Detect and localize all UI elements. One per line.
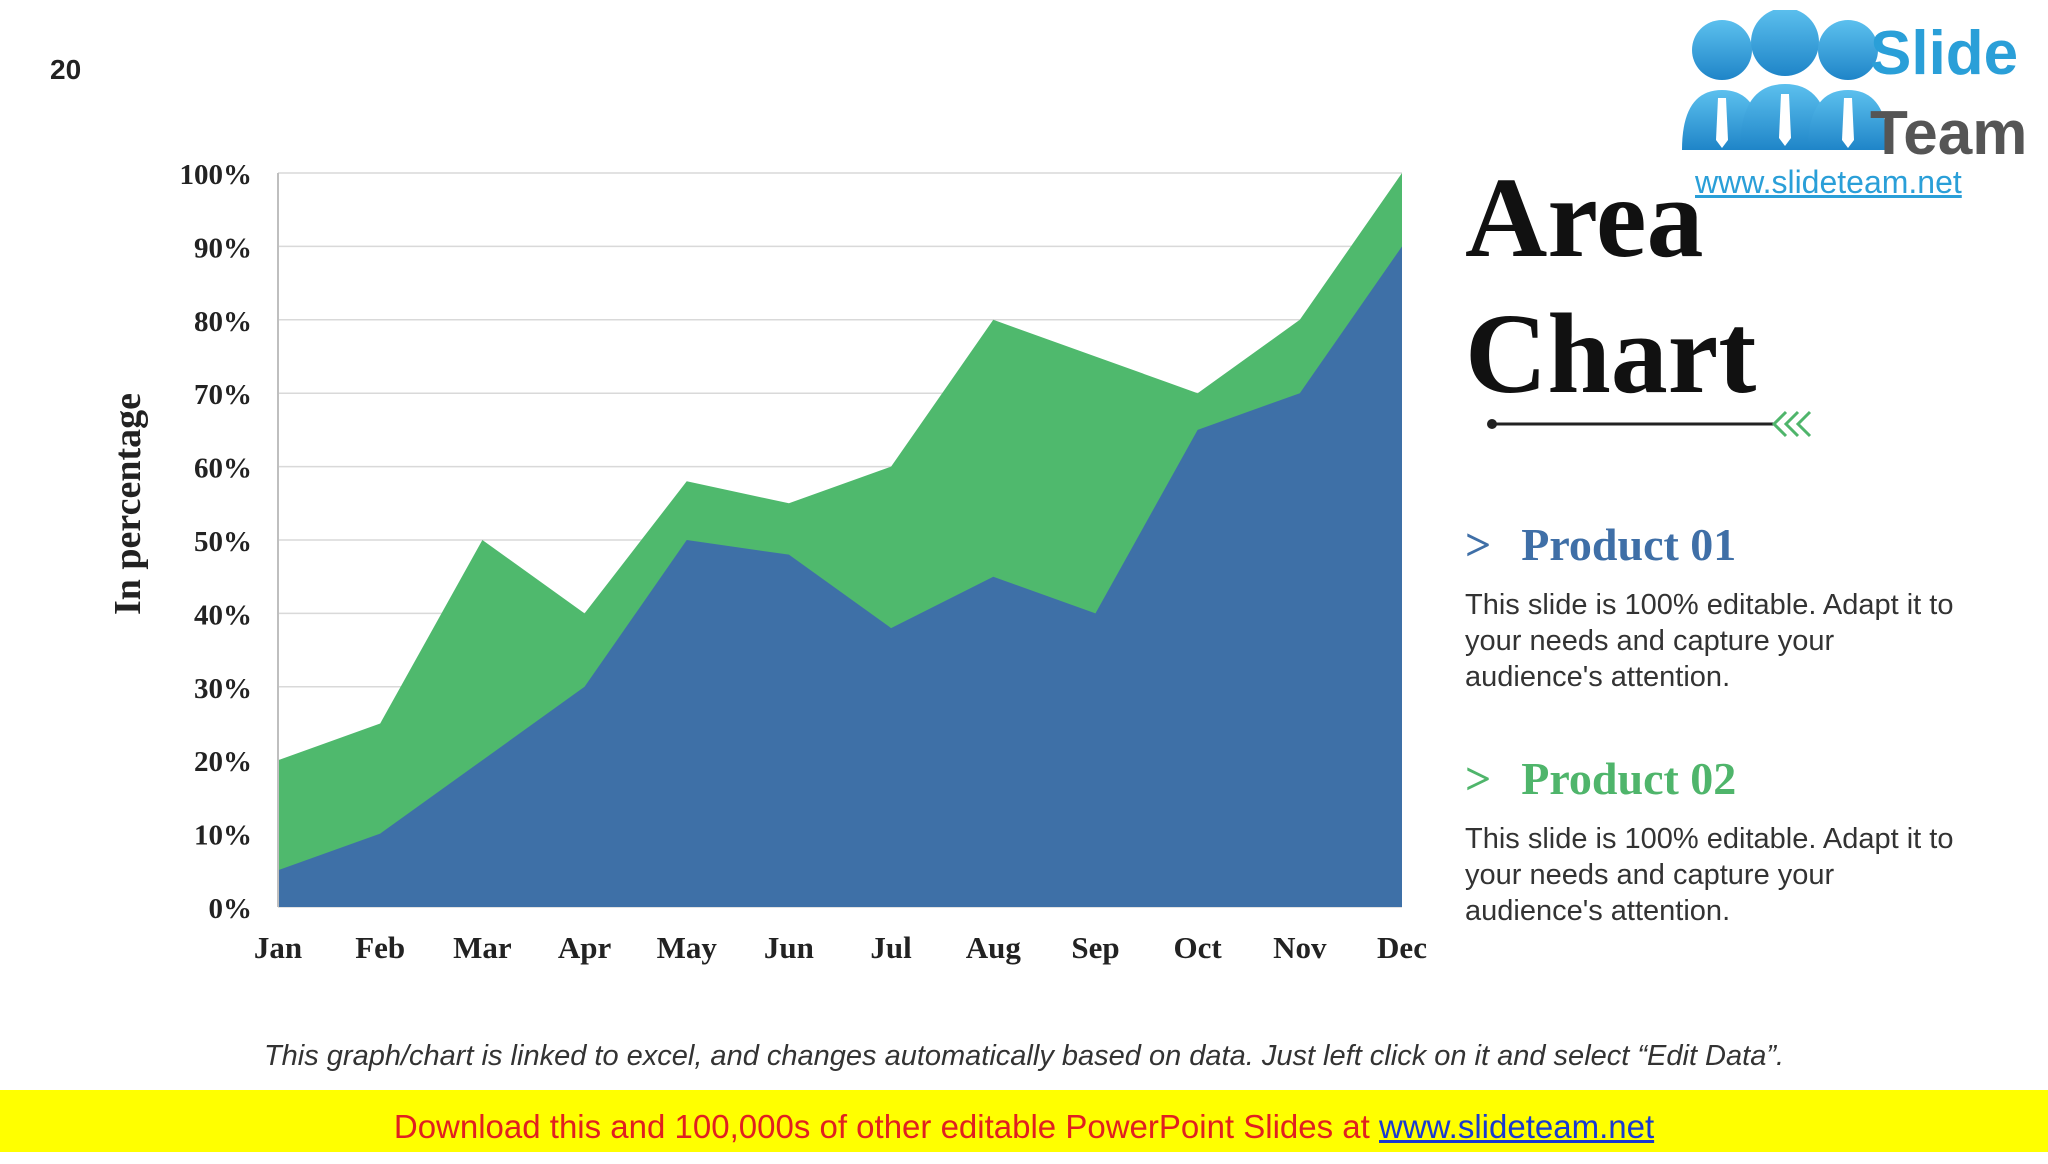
slideteam-logo[interactable]: Slide Team www.slideteam.net <box>1650 0 2048 200</box>
x-tick-label: Mar <box>453 930 512 965</box>
x-tick-label: Dec <box>1377 930 1427 965</box>
product-02: > Product 02 This slide is 100% editable… <box>1465 752 1965 929</box>
x-tick-label: Feb <box>355 930 405 965</box>
product-02-name: Product 02 <box>1521 753 1737 804</box>
y-axis-label: In percentage <box>107 393 149 615</box>
logo-brand-slide: Slide <box>1870 19 2019 88</box>
x-tick-label: Aug <box>966 930 1022 965</box>
product-01-heading: > Product 01 <box>1465 518 1965 571</box>
y-tick-label: 20% <box>194 746 252 778</box>
x-tick-label: Jun <box>764 930 814 965</box>
y-tick-label: 90% <box>194 232 252 264</box>
banner-link[interactable]: www.slideteam.net <box>1379 1108 1655 1145</box>
x-tick-label: Jan <box>254 930 302 965</box>
chevrons-left-icon <box>1771 410 1812 438</box>
chevron-right-icon: > <box>1465 753 1492 804</box>
chevron-right-icon: > <box>1465 519 1492 570</box>
slide-title: Area Chart <box>1465 150 1756 422</box>
download-banner: Download this and 100,000s of other edit… <box>0 1090 2048 1152</box>
y-tick-label: 60% <box>194 453 252 485</box>
y-tick-label: 40% <box>194 599 252 631</box>
product-02-heading: > Product 02 <box>1465 752 1965 805</box>
x-axis-tick-labels: Jan Feb Mar Apr May Jun Jul Aug Sep Oct Nov Dec <box>254 930 1427 965</box>
y-tick-label: 0% <box>209 893 253 925</box>
area-series-2 <box>278 246 1402 907</box>
banner-text: Download this and 100,000s of other edit… <box>393 1108 1379 1145</box>
chart-areas <box>278 173 1402 907</box>
people-logo-icon <box>1682 10 1888 150</box>
y-tick-label: 100% <box>180 159 253 191</box>
product-01: > Product 01 This slide is 100% editable… <box>1465 518 1965 695</box>
x-tick-label: Nov <box>1273 930 1327 965</box>
x-tick-label: May <box>657 930 718 965</box>
title-divider <box>1487 410 1812 438</box>
title-line-1: Area <box>1465 154 1704 281</box>
product-01-name: Product 01 <box>1521 519 1737 570</box>
x-tick-label: Jul <box>870 930 912 965</box>
logo-brand-team: Team <box>1870 99 2028 168</box>
area-chart: 0% 10% 20% 30% 40% 50% 60% 70% 80% 90% 100% Jan Feb… <box>107 159 1427 965</box>
page-number: 20 <box>50 54 82 85</box>
y-tick-label: 30% <box>194 673 252 705</box>
y-tick-label: 70% <box>194 379 252 411</box>
y-tick-label: 50% <box>194 526 252 558</box>
title-line-2: Chart <box>1465 290 1757 417</box>
product-02-description: This slide is 100% editable. Adapt it to… <box>1465 823 1954 927</box>
chart-footnote: This graph/chart is linked to excel, and… <box>263 1040 1785 1072</box>
product-01-description: This slide is 100% editable. Adapt it to… <box>1465 589 1954 693</box>
logo-url[interactable]: www.slideteam.net <box>1695 164 1962 200</box>
y-axis-tick-labels: 0% 10% 20% 30% 40% 50% 60% 70% 80% 90% 100% <box>180 159 253 925</box>
x-tick-label: Apr <box>558 930 612 965</box>
x-tick-label: Oct <box>1174 930 1223 965</box>
y-tick-label: 10% <box>194 820 252 852</box>
x-tick-label: Sep <box>1071 930 1119 965</box>
y-tick-label: 80% <box>194 306 252 338</box>
